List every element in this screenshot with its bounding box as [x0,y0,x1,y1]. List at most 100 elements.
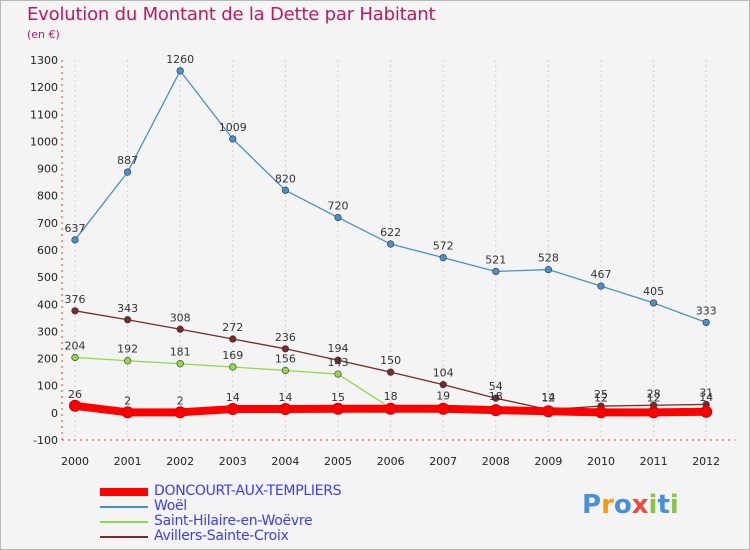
data-point [332,402,344,415]
y-tick-label: 500 [37,271,58,284]
x-tick-label: 2009 [534,455,562,468]
data-point [176,67,184,75]
data-label: 467 [591,268,612,281]
x-tick-label: 2004 [271,455,299,468]
data-point [226,403,239,416]
x-tick-label: 2005 [324,455,352,468]
data-point [702,318,710,327]
y-tick-label: 100 [37,380,58,393]
data-label: 194 [328,342,349,355]
data-label: 18 [384,390,398,403]
data-point [649,299,658,307]
plot-area [62,58,735,440]
data-label: 622 [380,226,401,239]
data-point [279,403,292,416]
x-tick-label: 2001 [114,455,142,468]
data-point [71,236,79,244]
data-label: 1009 [219,121,247,134]
data-point [69,399,81,412]
y-tick-label: 400 [37,298,58,311]
data-label: 181 [170,346,191,359]
y-tick-label: 0 [51,407,58,420]
data-label: 2 [124,394,131,407]
data-label: 143 [328,356,349,369]
y-tick-label: 1200 [30,81,58,94]
data-label: 31 [699,386,713,399]
data-label: 156 [275,353,296,366]
x-tick-label: 2000 [61,455,89,468]
data-label: 572 [433,240,454,253]
data-label: 12 [541,392,555,405]
y-tick-label: 600 [37,244,58,257]
data-point [597,282,605,290]
data-label: 308 [170,311,191,324]
x-tick-label: 2007 [429,455,457,468]
x-tick-label: 2006 [377,455,405,468]
x-tick-label: 2011 [640,455,668,468]
data-point [123,168,132,176]
data-label: 528 [538,252,559,265]
data-label: 720 [328,199,349,212]
data-label: 26 [68,388,82,401]
legend-swatch [100,520,148,523]
x-tick-label: 2008 [482,455,510,468]
data-point [700,405,713,418]
data-point [229,335,237,343]
logo-letter: r [601,490,614,520]
data-point [489,404,502,417]
x-tick-label: 2003 [219,455,247,468]
proxiti-logo: Proxiti [582,490,679,520]
legend-swatch [100,535,148,538]
logo-letter: i [669,490,679,520]
logo-letter: P [582,490,602,520]
data-point [492,394,500,402]
data-label: 14 [541,391,555,404]
data-point [123,316,132,324]
data-label: 1260 [166,53,194,66]
y-tick-label: 300 [37,325,58,338]
data-point [384,402,397,415]
legend: DONCOURT-AUX-TEMPLIERS Woël Saint-Hilaire-… [100,484,342,544]
data-point [281,366,290,375]
data-label: 204 [65,339,86,352]
data-point [334,213,342,222]
legend-item: DONCOURT-AUX-TEMPLIERS [100,484,342,499]
data-point [281,186,290,194]
logo-letter: o [613,490,632,520]
data-label: 236 [275,331,296,344]
data-point [229,363,237,371]
data-point [176,325,184,333]
data-label: 343 [117,302,138,315]
legend-label: Saint-Hilaire-en-Woëvre [154,513,313,529]
data-point [121,406,134,419]
y-tick-label: 1100 [30,108,58,121]
data-point [387,368,395,376]
y-tick-label: 1300 [30,54,58,67]
data-point [387,240,395,248]
data-point [492,267,500,276]
data-point [595,406,607,419]
logo-letter: x [631,490,649,520]
data-point [439,254,447,262]
data-label: 2 [177,394,184,407]
data-point [542,405,555,418]
x-tick-label: 2012 [692,455,720,468]
data-label: 14 [226,391,240,404]
data-label: 54 [489,380,503,393]
data-label: 169 [222,349,243,362]
y-unit-label: (en €) [27,28,60,41]
legend-item: Saint-Hilaire-en-Woëvre [100,514,341,529]
data-label: 19 [436,390,450,403]
data-point [71,307,79,315]
logo-letter: t [657,490,670,520]
y-tick-label: 800 [37,190,58,203]
data-label: 192 [117,343,138,356]
data-point [174,406,187,419]
legend-label: Avillers-Sainte-Croix [154,528,289,544]
logo-letter: i [648,490,658,520]
data-label: 820 [275,172,296,185]
data-point [176,360,184,368]
legend-swatch [100,487,148,496]
legend-item: Woël [100,499,341,514]
data-label: 18 [489,390,503,403]
